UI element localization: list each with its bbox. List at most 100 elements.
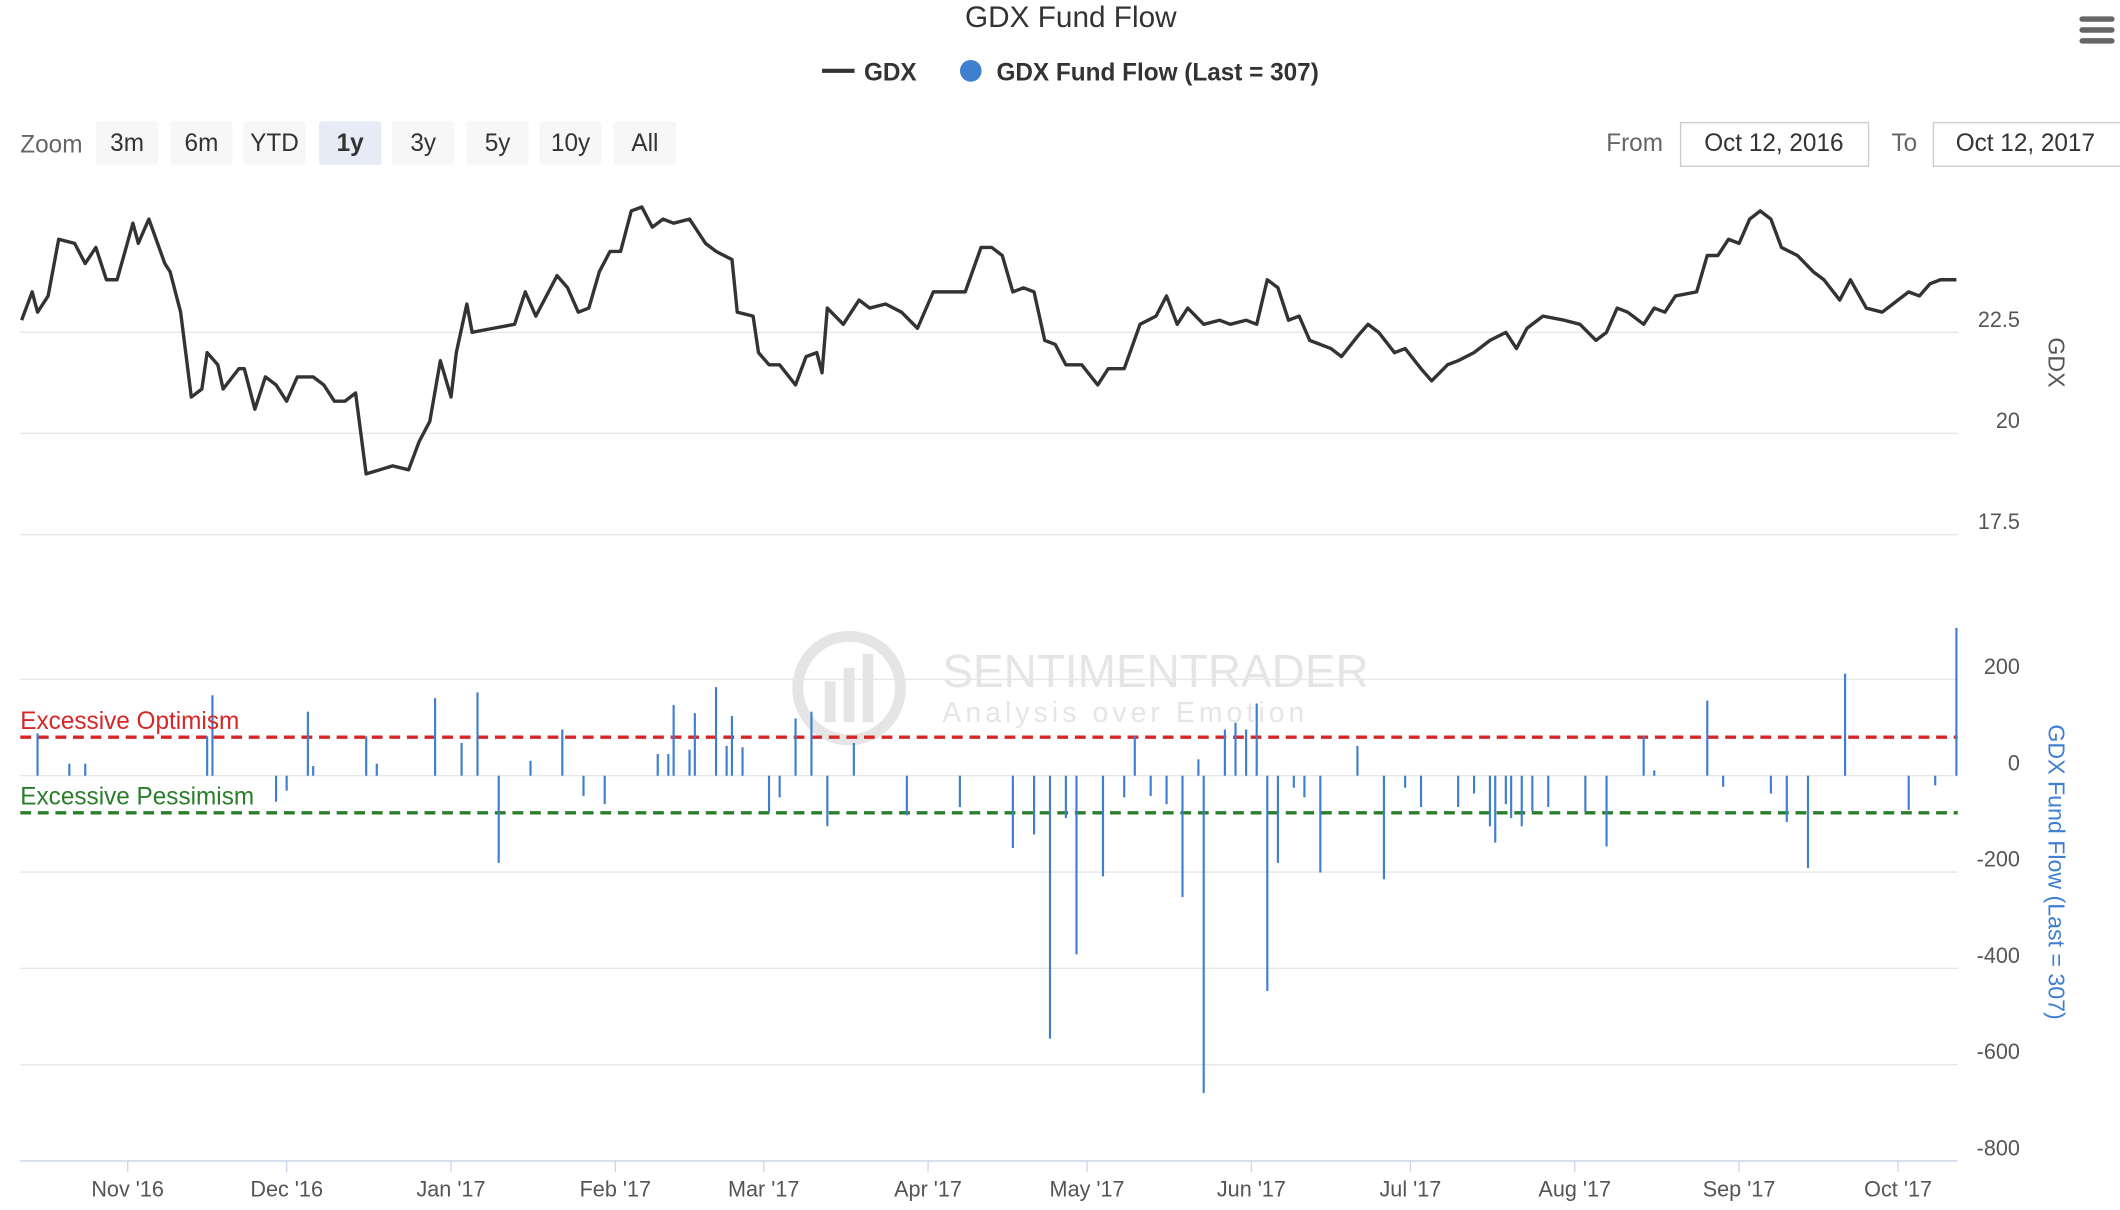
zoom-button-label: 5y (485, 130, 511, 157)
flow-bar (1181, 775, 1184, 898)
flow-bar (211, 695, 214, 776)
flow-bar (1404, 775, 1407, 788)
flow-bar (1255, 703, 1258, 776)
flow-bar (1769, 775, 1772, 794)
flow-bar (1382, 775, 1386, 880)
flow-bar (1642, 736, 1645, 776)
flow-bar (274, 775, 278, 802)
x-tick-label: Sep '17 (1703, 1176, 1776, 1201)
flow-bar (958, 775, 961, 808)
menu-bar (2079, 27, 2115, 33)
menu-button[interactable] (2079, 16, 2115, 44)
flow-bar (1653, 770, 1656, 776)
y-tick-label: -800 (1977, 1135, 2020, 1160)
zoom-button-bg (243, 121, 306, 165)
watermark-logo (862, 654, 874, 723)
flow-bar (1706, 700, 1709, 776)
flow-bar (1494, 775, 1497, 843)
zoom-button-bg (613, 121, 677, 165)
threshold-label: Excessive Pessimism (20, 784, 254, 811)
flow-bar (497, 775, 500, 863)
to-label: To (1892, 130, 1918, 157)
flow-bar (1510, 775, 1513, 819)
flow-bar (852, 742, 855, 776)
flow-bar (312, 766, 315, 776)
menu-bar (2079, 38, 2115, 44)
flow-bar (1547, 775, 1550, 808)
menu-bar (2079, 16, 2115, 22)
watermark: SENTIMENTRADER Analysis over Emotion (792, 630, 1369, 746)
flow-bar (84, 763, 87, 776)
watermark-tagline: Analysis over Emotion (942, 697, 1308, 729)
y-tick-label: -600 (1977, 1039, 2020, 1064)
flow-bar (826, 775, 829, 827)
flow-bar (741, 747, 744, 776)
zoom-button[interactable]: 10y (539, 121, 602, 165)
flow-bar (672, 704, 675, 776)
flow-bar (714, 687, 718, 776)
watermark-logo (792, 630, 906, 746)
zoom-button[interactable]: YTD (243, 121, 306, 165)
flow-bar (1955, 627, 1958, 776)
x-tick-label: Mar '17 (728, 1176, 799, 1201)
flow-bar (529, 760, 532, 776)
flow-bar (1584, 775, 1587, 812)
flow-bar (667, 754, 670, 776)
flow-bar (36, 733, 39, 776)
zoom-button-label: All (631, 130, 658, 157)
flow-bar (68, 763, 71, 776)
flow-bar (693, 713, 696, 776)
threshold-label: Excessive Optimism (20, 708, 239, 735)
flow-bar (1605, 775, 1608, 847)
flow-bar (476, 692, 479, 776)
zoom-button[interactable]: 3y (392, 121, 455, 165)
zoom-button-bg (170, 121, 233, 165)
zoom-button-bg (539, 121, 602, 165)
flow-bar (1934, 775, 1937, 786)
flow-bar (1234, 722, 1237, 776)
flow-bar (460, 742, 463, 776)
zoom-button[interactable]: 1y (319, 121, 382, 165)
y-tick-label: 17.5 (1978, 509, 2020, 534)
flow-bar (1165, 775, 1168, 805)
legend-label: GDX Fund Flow (Last = 307) (996, 59, 1318, 86)
flow-bar (810, 711, 813, 776)
y-tick-label: 200 (1984, 654, 2020, 679)
x-tick-label: Jul '17 (1380, 1176, 1442, 1201)
legend-label: GDX (864, 59, 917, 86)
zoom-button-bg (95, 121, 159, 165)
flow-bar (1064, 775, 1067, 819)
flow-bar (1245, 729, 1248, 776)
flow-bar (1488, 775, 1492, 827)
flow-bar (1032, 775, 1036, 835)
flow-bar (375, 763, 378, 776)
flow-bar (794, 718, 797, 776)
zoom-button[interactable]: 3m (95, 121, 159, 165)
x-tick-label: Dec '16 (250, 1176, 323, 1201)
zoom-button[interactable]: 5y (466, 121, 529, 165)
flow-bar (1722, 775, 1725, 787)
to-input[interactable] (1932, 121, 2120, 167)
from-input[interactable] (1679, 121, 1870, 167)
chart-title: GDX Fund Flow (965, 1, 1177, 34)
y-tick-label: 0 (2008, 750, 2020, 775)
zoom-button-bg (392, 121, 455, 165)
x-tick-label: Feb '17 (580, 1176, 651, 1201)
zoom-button-bg (319, 121, 382, 165)
y-tick-label: -400 (1977, 943, 2020, 968)
watermark-logo (843, 667, 855, 723)
zoom-button[interactable]: All (613, 121, 677, 165)
flow-bar (1457, 775, 1460, 808)
zoom-button-label: YTD (250, 130, 299, 157)
zoom-button[interactable]: 6m (170, 121, 233, 165)
from-date: Oct 12, 2016 (1704, 130, 1843, 157)
y-tick-label: 22.5 (1978, 307, 2020, 332)
x-tick-label: Jan '17 (416, 1176, 485, 1201)
flow-bar (285, 775, 288, 791)
x-tick-label: May '17 (1050, 1176, 1125, 1201)
zoom-button-label: 1y (337, 130, 364, 157)
flow-bar (1806, 775, 1810, 869)
to-date: Oct 12, 2017 (1956, 130, 2095, 157)
